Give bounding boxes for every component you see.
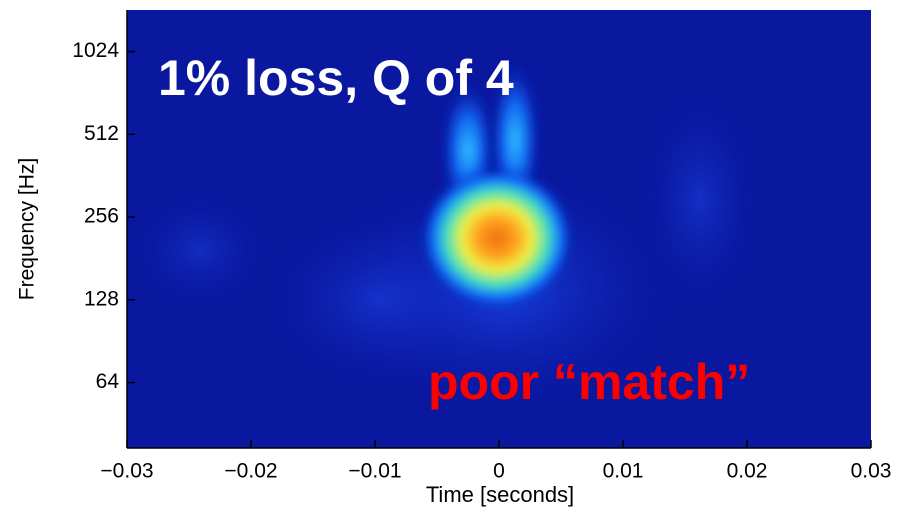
x-tick-label: 0.03	[851, 460, 892, 483]
y-tick-label: 256	[84, 205, 119, 228]
y-axis-label: Frequency [Hz]	[16, 158, 39, 300]
x-tick-label: −0.02	[224, 460, 277, 483]
y-tick-label: 128	[84, 287, 119, 310]
annotation: poor “match”	[428, 354, 750, 410]
y-tick-label: 1024	[72, 39, 119, 62]
annotation: 1% loss, Q of 4	[158, 50, 514, 106]
x-axis-label: Time [seconds]	[426, 482, 574, 507]
spectrogram-image	[127, 10, 871, 448]
y-tick-label: 512	[84, 122, 119, 145]
x-tick-label: 0.02	[727, 460, 768, 483]
x-tick-label: −0.03	[100, 460, 153, 483]
x-tick-label: 0.01	[603, 460, 644, 483]
x-tick-label: 0	[493, 460, 505, 483]
y-tick-label: 64	[96, 370, 120, 393]
x-tick-label: −0.01	[348, 460, 401, 483]
